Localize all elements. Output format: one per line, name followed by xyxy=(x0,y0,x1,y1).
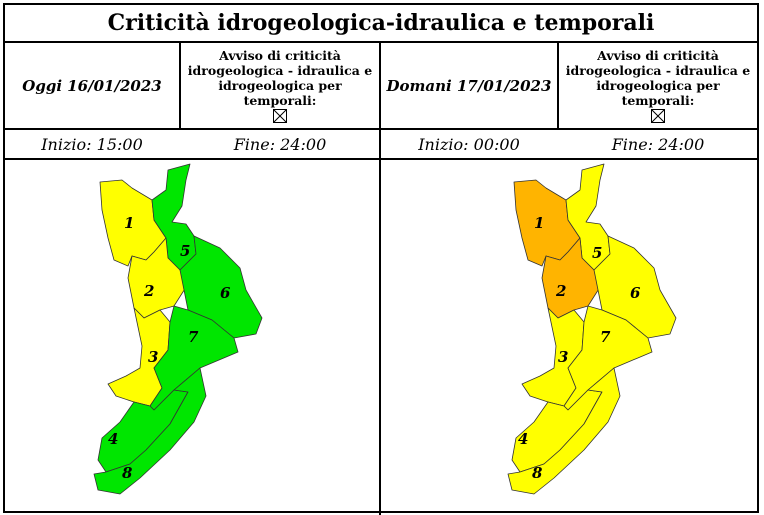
divider xyxy=(557,43,559,129)
zone-label: 5 xyxy=(180,242,190,260)
tomorrow-map: 1 2 3 4 5 6 7 8 xyxy=(507,163,677,495)
avviso-line: Avviso di criticità xyxy=(219,48,341,63)
tomorrow-date: Domani 17/01/2023 xyxy=(386,76,552,95)
zone-label: 2 xyxy=(555,282,566,300)
avviso-checkbox-icon xyxy=(273,109,287,123)
zone-label: 3 xyxy=(558,348,568,366)
tomorrow-zone-6 xyxy=(593,235,677,339)
zone-label: 1 xyxy=(124,214,134,232)
tomorrow-start: Inizio: 00:00 xyxy=(418,134,520,154)
bulletin-table: Criticità idrogeologica-idraulica e temp… xyxy=(3,3,759,515)
tomorrow-end: Fine: 24:00 xyxy=(611,134,705,154)
avviso-line: idrogeologica - idraulica e xyxy=(187,63,373,78)
avviso-line: idrogeologica per temporali: xyxy=(218,78,342,108)
zone-label: 6 xyxy=(630,284,641,302)
avviso-line: Avviso di criticità xyxy=(597,48,719,63)
avviso-checkbox-icon xyxy=(651,109,665,123)
zone-label: 1 xyxy=(534,214,544,232)
today-end: Fine: 24:00 xyxy=(233,134,327,154)
zone-label: 4 xyxy=(108,430,118,448)
today-date: Oggi 16/01/2023 xyxy=(22,76,162,95)
center-divider xyxy=(379,43,381,515)
bulletin-title: Criticità idrogeologica-idraulica e temp… xyxy=(5,5,757,43)
zone-label: 6 xyxy=(220,284,231,302)
zone-label: 8 xyxy=(532,464,543,482)
today-map: 1 2 3 4 5 6 7 8 xyxy=(93,163,263,495)
zone-label: 7 xyxy=(188,328,199,346)
tomorrow-zone-8 xyxy=(507,367,621,495)
zone-label: 5 xyxy=(592,244,602,262)
today-start: Inizio: 15:00 xyxy=(41,134,143,154)
zone-label: 2 xyxy=(143,282,154,300)
zone-label: 4 xyxy=(518,430,528,448)
zone-label: 3 xyxy=(148,348,158,366)
today-zone-8 xyxy=(93,367,207,495)
zone-label: 8 xyxy=(122,464,133,482)
row-divider xyxy=(5,158,757,160)
tomorrow-avviso: Avviso di criticità idrogeologica - idra… xyxy=(559,43,757,128)
avviso-line: idrogeologica per temporali: xyxy=(596,78,720,108)
row-divider xyxy=(5,128,757,130)
divider xyxy=(179,43,181,129)
today-zone-6 xyxy=(179,235,263,339)
today-avviso: Avviso di criticità idrogeologica - idra… xyxy=(181,43,379,128)
zone-label: 7 xyxy=(600,328,611,346)
avviso-line: idrogeologica - idraulica e xyxy=(565,63,751,78)
